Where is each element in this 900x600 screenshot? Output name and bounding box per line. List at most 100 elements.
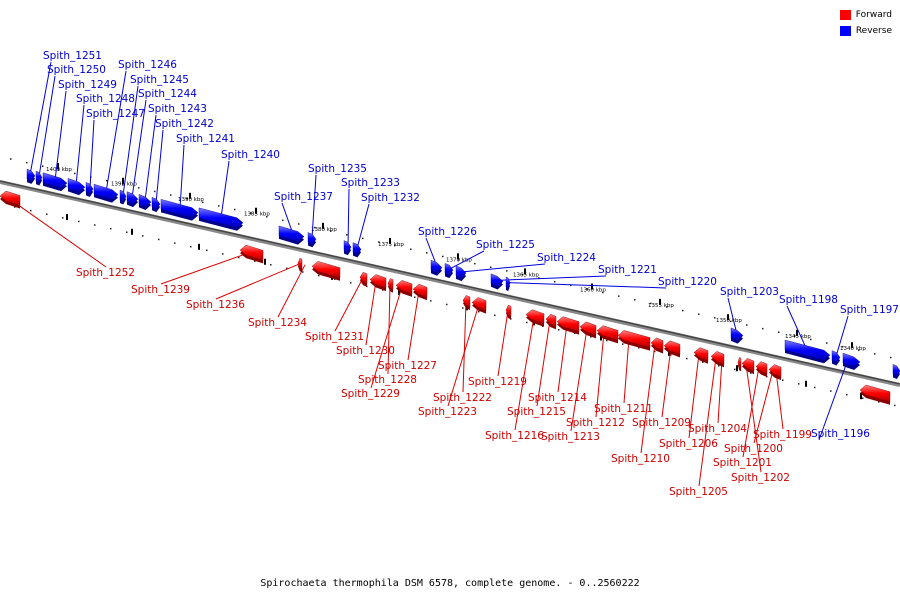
gene-label: Spith_1216 [485, 430, 544, 442]
tick-label: 1360 kbp [580, 288, 606, 294]
gene-spith-1246 [93, 183, 119, 203]
ruler-dot [170, 194, 172, 196]
gene-label: Spith_1251 [43, 50, 102, 62]
tick-mark [122, 177, 124, 184]
ruler-dot [142, 235, 144, 237]
gene-spith-1211 [617, 330, 651, 351]
gene-label: Spith_1232 [361, 192, 420, 204]
gene-body [525, 309, 545, 324]
ruler-dot [718, 365, 720, 367]
gene-track [0, 168, 900, 405]
ruler-dot [762, 327, 764, 330]
gene-label: Spith_1211 [594, 403, 653, 415]
leader-line [38, 75, 56, 177]
gene-label: Spith_1215 [507, 406, 566, 418]
gene-body [198, 207, 244, 229]
gene-label: Spith_1239 [131, 284, 190, 296]
gene-spith-1250 [35, 170, 43, 186]
leader-line [448, 250, 485, 270]
gene-label: Spith_1224 [537, 252, 596, 264]
gene-body [138, 194, 152, 208]
gene-spith-1221 [490, 273, 504, 290]
gene-label: Spith_1242 [155, 118, 214, 130]
gene-spith-1232 [352, 242, 362, 258]
tick-mark [264, 258, 266, 265]
gene-spith-1201 [755, 361, 768, 378]
legend-reverse: Reverse [839, 26, 892, 36]
ruler-dot [122, 183, 124, 186]
leader-line [786, 305, 808, 351]
forward-swatch [839, 10, 851, 20]
gene-body [596, 325, 619, 341]
gene-body [387, 278, 394, 290]
gene-label: Spith_1236 [186, 299, 245, 311]
leader-line [215, 263, 301, 300]
ruler-dot [26, 161, 28, 164]
gene-spith-1241 [160, 199, 199, 221]
gene-label: Spith_1240 [221, 149, 280, 161]
tick-mark [851, 342, 853, 349]
ruler-dot [414, 296, 416, 298]
gene-spith-1206 [693, 347, 709, 364]
gene-body [545, 313, 557, 327]
ruler-dot [426, 252, 428, 254]
gene-body [663, 340, 681, 355]
tick-mark [66, 214, 68, 221]
gene-spith-1209 [663, 340, 681, 358]
tick-label: 1365 kbp [513, 272, 539, 278]
leader-line [131, 99, 147, 198]
gene-spith-1233 [343, 240, 352, 256]
gene-body [741, 358, 755, 372]
gene-body [784, 339, 831, 361]
tick-mark [659, 298, 661, 305]
tick-mark [727, 314, 729, 321]
leader-line [818, 359, 849, 441]
leader-line [595, 332, 605, 418]
gene-spith-edge [892, 364, 900, 379]
gene-body [650, 337, 664, 351]
genome-backbone [0, 180, 900, 387]
ruler-dot [382, 289, 384, 291]
gene-label: Spith_1222 [433, 392, 492, 404]
gene-body [490, 273, 504, 287]
gene-label: Spith_1247 [86, 108, 145, 120]
gene-spith-1226 [430, 259, 443, 276]
leader-line [29, 61, 52, 175]
gene-spith-1240 [198, 207, 244, 231]
gene-spith-1229 [395, 280, 413, 297]
gene-body [307, 232, 317, 245]
gene-body [768, 364, 782, 378]
gene-body [892, 364, 900, 377]
gene-label: Spith_1214 [528, 392, 587, 404]
tick-mark [255, 207, 257, 214]
leader-line [281, 202, 294, 235]
gene-spith-1244 [126, 191, 139, 208]
gene-label: Spith_1196 [811, 428, 870, 440]
gene-label: Spith_1198 [779, 294, 838, 306]
ruler-dot [522, 273, 524, 276]
gene-label: Spith_1200 [724, 443, 783, 455]
gene-spith-1212 [596, 325, 619, 344]
gene-body [412, 283, 428, 298]
gene-label: Spith_1228 [358, 374, 417, 386]
tick-mark [57, 163, 59, 170]
gene-body [556, 316, 580, 332]
leader-line [688, 353, 700, 439]
gene-body [151, 196, 161, 210]
backbone-shadow [0, 180, 900, 387]
gene-label: Spith_1205 [669, 486, 728, 498]
ruler-dot [174, 242, 176, 244]
leader-line [640, 343, 656, 454]
tick-mark [189, 192, 191, 199]
ruler-dot [746, 324, 748, 326]
leader-line [89, 119, 95, 189]
leader-line [570, 328, 588, 432]
ruler-dot [110, 227, 112, 230]
legend-reverse-label: Reverse [855, 26, 892, 36]
ruler-dot [698, 313, 700, 315]
leader-line [753, 370, 774, 444]
ruler-dot [14, 206, 16, 208]
reverse-swatch [839, 26, 851, 36]
gene-label: Spith_1206 [659, 438, 718, 450]
